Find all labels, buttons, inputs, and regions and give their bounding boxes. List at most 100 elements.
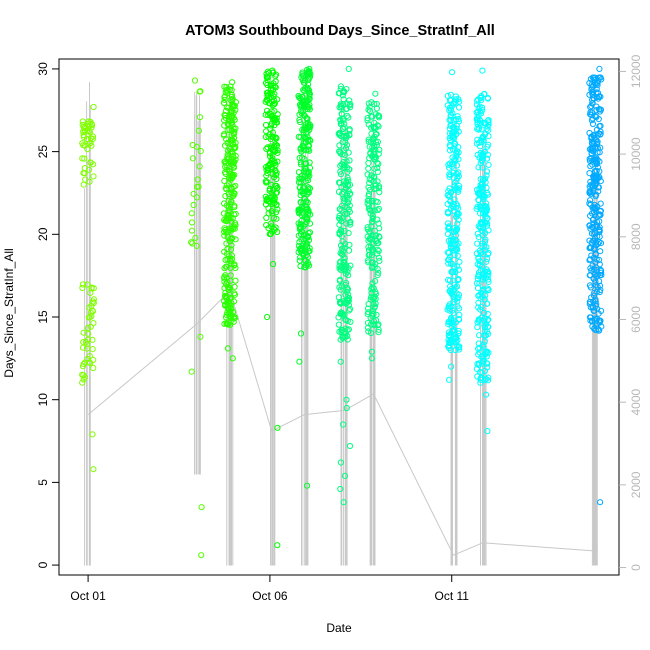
data-point bbox=[588, 86, 595, 93]
data-point bbox=[272, 73, 279, 80]
data-point bbox=[446, 301, 453, 308]
data-point bbox=[366, 186, 374, 193]
data-point bbox=[484, 143, 491, 150]
data-point bbox=[340, 147, 347, 154]
data-point bbox=[345, 326, 352, 333]
data-point bbox=[483, 172, 490, 179]
data-point bbox=[342, 291, 349, 298]
data-point bbox=[364, 224, 371, 231]
data-point bbox=[231, 261, 238, 268]
data-point bbox=[481, 238, 489, 245]
data-point bbox=[373, 105, 380, 112]
data-point bbox=[455, 240, 462, 247]
data-point bbox=[271, 122, 278, 129]
data-point bbox=[372, 278, 379, 285]
data-point bbox=[297, 159, 304, 166]
x-tick-label: Oct 11 bbox=[434, 589, 469, 603]
data-point bbox=[592, 155, 599, 162]
data-point bbox=[477, 295, 484, 302]
data-point bbox=[193, 194, 201, 201]
data-point bbox=[188, 219, 196, 226]
data-point bbox=[298, 172, 305, 179]
data-point bbox=[450, 124, 457, 131]
gray-connector-line bbox=[229, 290, 273, 432]
y-tick-label: 15 bbox=[36, 310, 50, 324]
data-point bbox=[80, 181, 87, 188]
data-point bbox=[228, 91, 235, 99]
data-point bbox=[229, 148, 236, 155]
data-point bbox=[82, 176, 89, 183]
data-point bbox=[593, 323, 600, 330]
data-point bbox=[473, 109, 480, 116]
data-point bbox=[306, 245, 313, 252]
data-point bbox=[273, 189, 280, 196]
data-point bbox=[232, 210, 239, 218]
data-point bbox=[374, 122, 381, 129]
chart-title: ATOM3 Southbound Days_Since_StratInf_All bbox=[185, 23, 495, 39]
data-point bbox=[227, 235, 234, 242]
data-point bbox=[483, 206, 491, 213]
data-point bbox=[336, 142, 343, 149]
data-point bbox=[455, 144, 462, 151]
data-point bbox=[262, 133, 269, 141]
data-point bbox=[372, 185, 380, 192]
y-axis-label: Days_Since_StratInf_All bbox=[2, 248, 16, 377]
data-point bbox=[598, 76, 605, 83]
data-point bbox=[302, 261, 309, 268]
data-point bbox=[375, 247, 382, 254]
data-point bbox=[90, 103, 97, 111]
data-point bbox=[587, 298, 594, 305]
data-point bbox=[262, 178, 269, 185]
data-point bbox=[588, 252, 595, 259]
data-point bbox=[449, 134, 457, 141]
data-point bbox=[304, 189, 311, 196]
y-tick-label: 0 bbox=[36, 561, 50, 568]
data-point bbox=[300, 190, 308, 198]
data-point bbox=[345, 65, 352, 73]
data-point bbox=[220, 132, 228, 139]
data-point bbox=[274, 542, 281, 549]
data-point bbox=[232, 156, 239, 163]
data-point bbox=[266, 185, 273, 192]
data-point bbox=[221, 232, 228, 239]
data-point bbox=[307, 211, 314, 218]
data-point bbox=[475, 234, 482, 241]
data-point bbox=[221, 96, 228, 103]
data-point bbox=[376, 225, 383, 232]
data-point bbox=[80, 134, 88, 141]
data-point bbox=[227, 318, 234, 325]
data-point bbox=[589, 217, 597, 224]
data-point bbox=[483, 353, 490, 360]
data-point bbox=[228, 261, 235, 268]
data-point bbox=[226, 295, 233, 302]
data-point bbox=[475, 164, 482, 171]
data-point bbox=[476, 203, 483, 210]
data-point bbox=[365, 309, 372, 316]
data-point bbox=[224, 246, 231, 253]
data-point bbox=[301, 97, 308, 104]
data-point bbox=[451, 252, 458, 259]
data-point bbox=[342, 181, 349, 188]
data-point bbox=[197, 148, 204, 155]
data-point bbox=[338, 264, 345, 271]
data-point bbox=[229, 95, 236, 102]
data-point bbox=[450, 207, 457, 214]
data-point bbox=[372, 198, 379, 205]
data-point bbox=[481, 243, 488, 250]
data-point bbox=[272, 167, 279, 174]
data-point bbox=[232, 125, 239, 132]
y-tick-label: 20 bbox=[36, 227, 50, 241]
data-point bbox=[306, 93, 313, 100]
data-point bbox=[452, 269, 459, 276]
data-point bbox=[84, 281, 91, 288]
data-point bbox=[590, 187, 597, 194]
y2-tick-label: 8000 bbox=[629, 223, 643, 250]
data-point bbox=[342, 325, 349, 332]
data-point bbox=[300, 184, 307, 192]
data-point bbox=[365, 328, 372, 335]
data-point bbox=[477, 143, 484, 150]
data-point bbox=[339, 139, 346, 146]
data-point bbox=[295, 242, 302, 249]
data-point bbox=[586, 170, 593, 177]
data-point bbox=[306, 68, 313, 75]
